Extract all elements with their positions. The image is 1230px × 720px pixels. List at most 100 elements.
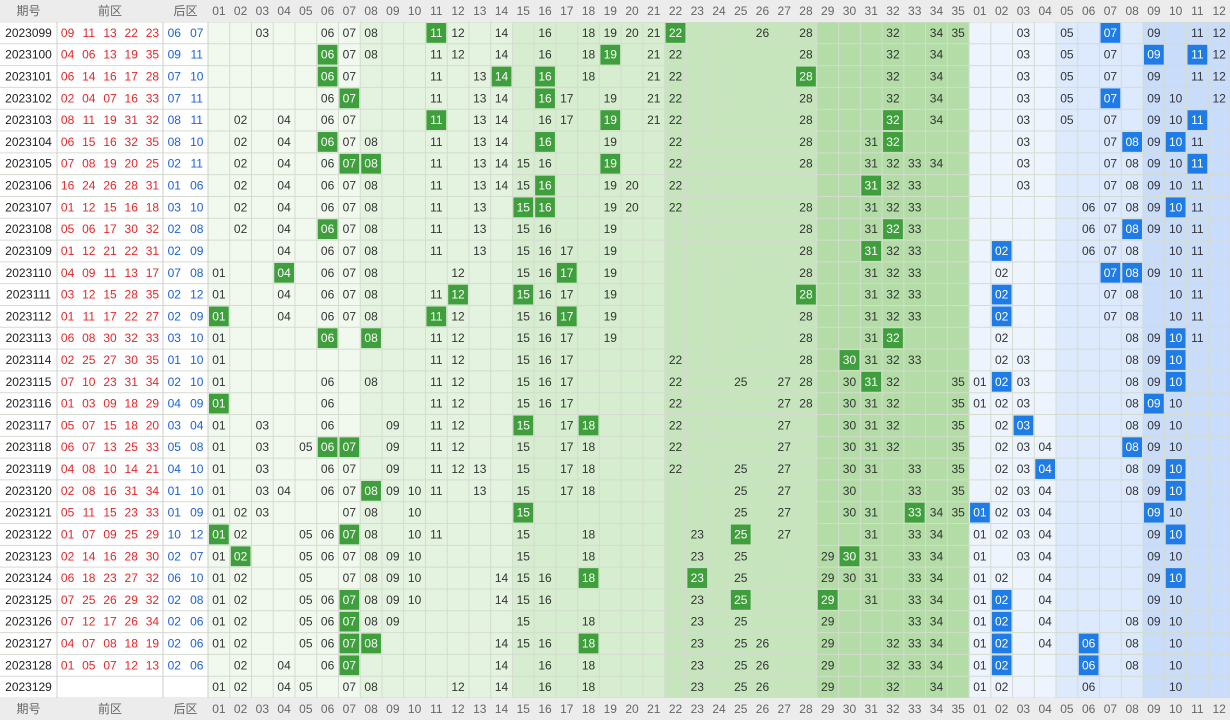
front-cell: 31 xyxy=(865,549,879,563)
header-front-col: 08 xyxy=(364,4,378,18)
front-cell: 27 xyxy=(778,484,792,498)
front-hit: 07 xyxy=(343,91,357,105)
back-cell: 11 xyxy=(1191,26,1204,40)
back-hit: 03 xyxy=(1017,418,1031,432)
front-cell: 03 xyxy=(256,418,270,432)
back-cell: 02 xyxy=(995,484,1009,498)
front-cell: 06 xyxy=(321,375,335,389)
front-cell: 06 xyxy=(321,26,335,40)
front-number: 05 xyxy=(61,222,75,236)
back-cell: 04 xyxy=(1038,484,1052,498)
front-number: 07 xyxy=(82,418,96,432)
back-cell: 10 xyxy=(1169,244,1183,258)
back-cell: 03 xyxy=(1017,91,1031,105)
front-cell: 09 xyxy=(386,615,400,629)
back-hit: 08 xyxy=(1125,135,1139,149)
front-col-bg xyxy=(816,22,839,698)
front-number: 33 xyxy=(146,506,160,520)
back-cell: 02 xyxy=(995,440,1009,454)
front-cell: 34 xyxy=(930,506,944,520)
front-cell: 01 xyxy=(212,440,226,454)
back-cell: 02 xyxy=(995,331,1009,345)
back-number: 02 xyxy=(168,636,182,650)
front-number: 21 xyxy=(103,244,117,258)
front-hit: 06 xyxy=(321,440,335,454)
front-number: 17 xyxy=(146,266,160,280)
back-col-bg xyxy=(1077,22,1100,698)
issue: 2023118 xyxy=(6,440,52,454)
front-cell: 28 xyxy=(799,244,813,258)
back-hit: 09 xyxy=(1147,48,1161,62)
back-number: 10 xyxy=(190,135,204,149)
back-cell: 09 xyxy=(1147,353,1161,367)
front-cell: 33 xyxy=(908,266,922,280)
back-number: 09 xyxy=(190,309,204,323)
back-hit-bg xyxy=(991,589,1012,610)
front-number: 07 xyxy=(82,527,96,541)
front-hit: 32 xyxy=(886,135,900,149)
front-cell: 01 xyxy=(212,680,226,694)
back-cell: 02 xyxy=(995,462,1009,476)
front-cell: 02 xyxy=(234,636,248,650)
front-number: 21 xyxy=(146,462,160,476)
front-cell: 32 xyxy=(886,288,900,302)
header-front-col: 22 xyxy=(669,4,683,18)
header-front-col: 12 xyxy=(451,702,465,716)
front-cell: 28 xyxy=(799,91,813,105)
header-front-col: 02 xyxy=(234,4,248,18)
header-issue: 期号 xyxy=(16,702,40,716)
front-number: 01 xyxy=(61,200,75,214)
front-cell: 17 xyxy=(560,484,574,498)
back-cell: 03 xyxy=(1017,157,1031,171)
front-number: 17 xyxy=(103,222,117,236)
front-number: 31 xyxy=(125,484,139,498)
issue: 2023107 xyxy=(5,200,52,214)
front-number: 07 xyxy=(61,593,75,607)
front-number: 30 xyxy=(103,331,117,345)
back-number: 12 xyxy=(190,527,204,541)
back-cell: 10 xyxy=(1169,157,1183,171)
front-cell: 33 xyxy=(908,179,922,193)
front-number: 16 xyxy=(103,549,117,563)
front-cell: 21 xyxy=(647,91,661,105)
front-cell: 15 xyxy=(517,440,531,454)
back-number: 10 xyxy=(190,462,204,476)
front-cell: 02 xyxy=(234,615,248,629)
front-cell: 16 xyxy=(538,680,552,694)
front-cell: 31 xyxy=(865,462,879,476)
front-cell: 30 xyxy=(843,397,857,411)
back-hit-bg xyxy=(1165,197,1186,218)
front-hit: 08 xyxy=(364,331,378,345)
back-hit-bg xyxy=(991,241,1012,261)
back-cell: 08 xyxy=(1125,200,1139,214)
header-front-col: 10 xyxy=(408,4,422,18)
back-number: 02 xyxy=(168,549,182,563)
front-cell: 14 xyxy=(495,26,509,40)
back-cell: 06 xyxy=(1082,680,1096,694)
front-cell: 16 xyxy=(538,288,552,302)
front-hit-bg xyxy=(730,589,751,610)
back-cell: 06 xyxy=(1082,200,1096,214)
front-col-bg xyxy=(229,22,252,698)
header-back-col: 03 xyxy=(1017,702,1031,716)
front-number: 23 xyxy=(146,26,160,40)
front-cell: 06 xyxy=(321,593,335,607)
front-cell: 31 xyxy=(865,571,879,585)
front-number: 20 xyxy=(146,418,160,432)
front-cell: 01 xyxy=(212,375,226,389)
front-cell: 27 xyxy=(778,440,792,454)
back-cell: 01 xyxy=(973,397,987,411)
front-hit: 15 xyxy=(517,418,531,432)
front-cell: 06 xyxy=(321,549,335,563)
front-cell: 18 xyxy=(582,680,596,694)
back-cell: 06 xyxy=(1082,244,1096,258)
back-number: 09 xyxy=(190,244,204,258)
back-hit-bg xyxy=(1122,437,1143,458)
back-cell: 07 xyxy=(1104,244,1118,258)
front-col-bg xyxy=(490,22,513,698)
front-cell: 09 xyxy=(386,418,400,432)
front-cell: 08 xyxy=(364,48,378,62)
front-number: 15 xyxy=(82,135,96,149)
back-number: 08 xyxy=(168,113,182,127)
front-cell: 05 xyxy=(299,549,313,563)
